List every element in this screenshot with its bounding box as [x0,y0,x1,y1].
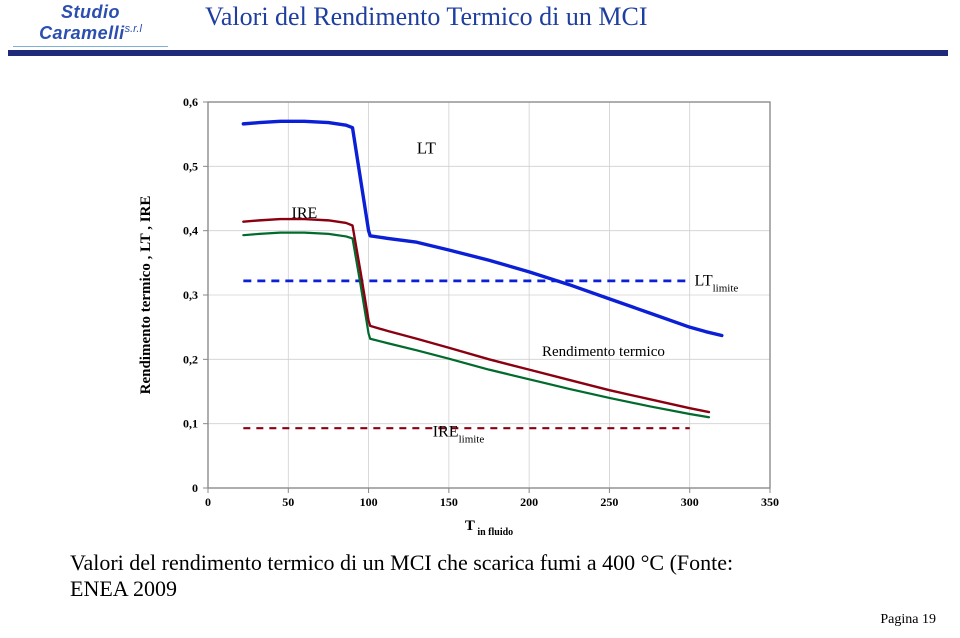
svg-text:200: 200 [520,495,538,509]
page-number: Pagina 19 [880,612,936,628]
svg-text:0,6: 0,6 [183,95,198,109]
svg-text:LT: LT [417,138,437,157]
svg-text:Rendimento termico: Rendimento termico [542,344,665,360]
logo-text: Studio Caramelli [39,2,125,43]
svg-text:300: 300 [681,495,699,509]
svg-text:Rendimento termico , LT , IRE: Rendimento termico , LT , IRE [138,196,154,395]
caption-line1: Valori del rendimento termico di un MCI … [70,550,733,575]
svg-text:0: 0 [205,495,211,509]
logo-srl: s.r.l [125,23,142,35]
chart-caption: Valori del rendimento termico di un MCI … [70,550,733,603]
svg-text:0,5: 0,5 [183,159,198,173]
page-title: Valori del Rendimento Termico di un MCI [205,2,648,32]
page-number-value: 19 [922,612,936,627]
svg-text:50: 50 [282,495,294,509]
svg-text:350: 350 [761,495,779,509]
caption-line2: ENEA 2009 [70,576,177,601]
chart: 0 50 100 150 200 250 300 350 0 0,1 0,2 0,3 0,4 0,5 0,6… [130,88,790,538]
page-label: Pagina [880,612,918,627]
svg-text:150: 150 [440,495,458,509]
title-divider [8,50,948,56]
logo: Studio Caramellis.r.l [8,2,173,47]
svg-text:250: 250 [600,495,618,509]
svg-text:T in fluido: T in fluido [465,518,513,538]
svg-text:100: 100 [360,495,378,509]
svg-text:IRE: IRE [291,205,317,222]
svg-text:0,1: 0,1 [183,417,198,431]
svg-text:0,2: 0,2 [183,352,198,366]
svg-text:0,4: 0,4 [183,224,198,238]
chart-svg: 0 50 100 150 200 250 300 350 0 0,1 0,2 0,3 0,4 0,5 0,6… [130,88,790,538]
logo-underline [13,46,168,47]
svg-text:0: 0 [192,481,198,495]
svg-text:0,3: 0,3 [183,288,198,302]
